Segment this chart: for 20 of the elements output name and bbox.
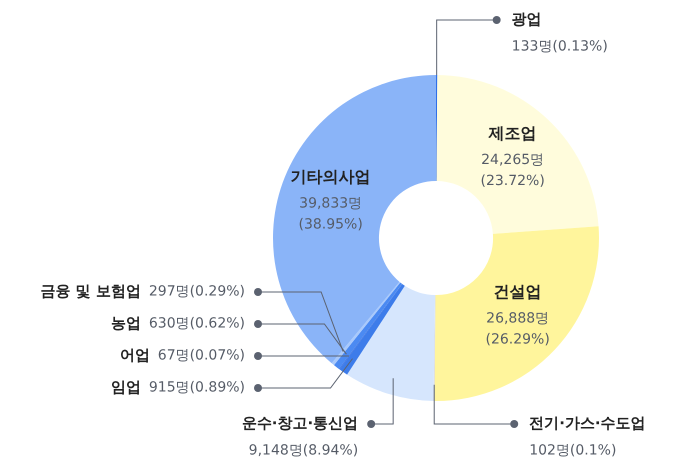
data-label: 297명(0.29%) bbox=[148, 284, 245, 300]
data-label: 9,148명(8.94%) bbox=[248, 442, 358, 459]
data-label: 915명(0.89%) bbox=[148, 380, 245, 396]
slice-label: 금융 및 보험업 bbox=[40, 282, 141, 300]
slice-label: 제조업 bbox=[488, 123, 537, 142]
slice-label: 운수·창고·통신업 bbox=[242, 414, 358, 432]
data-label: 24,265명(23.72%) bbox=[480, 152, 545, 189]
slice-label: 임업 bbox=[110, 378, 141, 396]
slice-label: 농업 bbox=[110, 314, 141, 332]
slice-label: 전기·가스·수도업 bbox=[529, 414, 646, 432]
slice-label: 기타의사업 bbox=[290, 167, 371, 186]
slice-label: 건설업 bbox=[494, 282, 542, 301]
data-label: 67명(0.07%) bbox=[158, 348, 245, 364]
data-label: 26,888명(26.29%) bbox=[486, 310, 550, 348]
slice-label: 어업 bbox=[120, 346, 150, 364]
data-label: 133명(0.13%) bbox=[512, 38, 608, 55]
slice-label: 광업 bbox=[512, 10, 542, 28]
data-label: 39,833명(38.95%) bbox=[298, 196, 363, 233]
data-label: 102명(0.1%) bbox=[529, 442, 616, 459]
data-label: 630명(0.62%) bbox=[148, 316, 245, 332]
